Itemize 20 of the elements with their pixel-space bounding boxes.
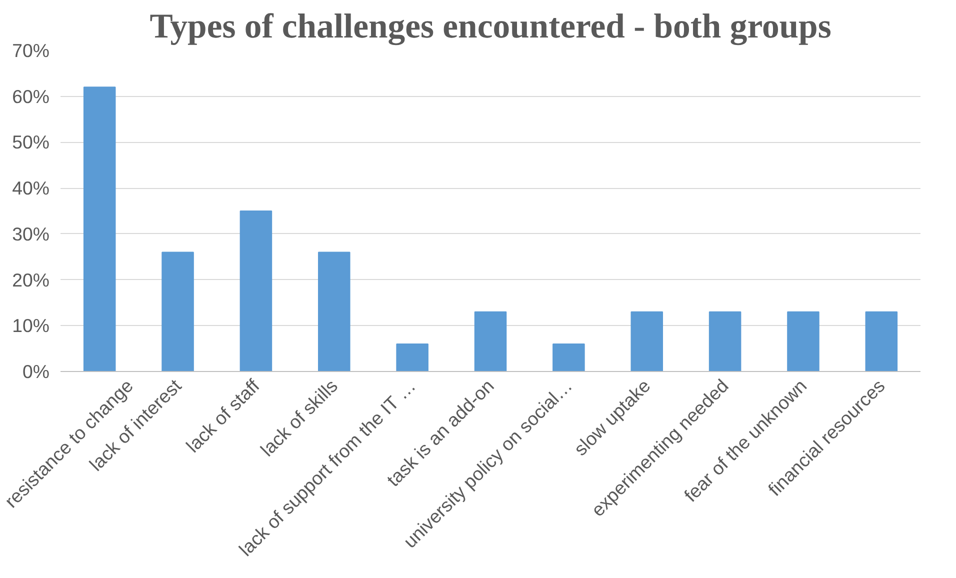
bar xyxy=(162,252,194,372)
bar xyxy=(474,311,507,372)
bar xyxy=(240,210,272,372)
bar xyxy=(708,311,742,372)
y-tick-label: 10% xyxy=(12,315,50,336)
y-tick-label: 20% xyxy=(12,269,50,290)
bar xyxy=(630,311,663,372)
bar xyxy=(787,311,820,372)
bar xyxy=(318,252,350,372)
y-tick-label: 70% xyxy=(12,40,50,61)
bar xyxy=(396,343,428,372)
bar xyxy=(552,343,585,372)
y-tick-label: 40% xyxy=(12,178,50,199)
y-tick-label: 0% xyxy=(22,361,50,382)
y-tick-label: 50% xyxy=(12,132,50,153)
bar xyxy=(865,311,898,372)
y-tick-label: 60% xyxy=(12,86,50,107)
bar xyxy=(83,86,116,372)
y-tick-label: 30% xyxy=(12,223,50,244)
chart-title: Types of challenges encountered - both groups xyxy=(150,8,832,46)
